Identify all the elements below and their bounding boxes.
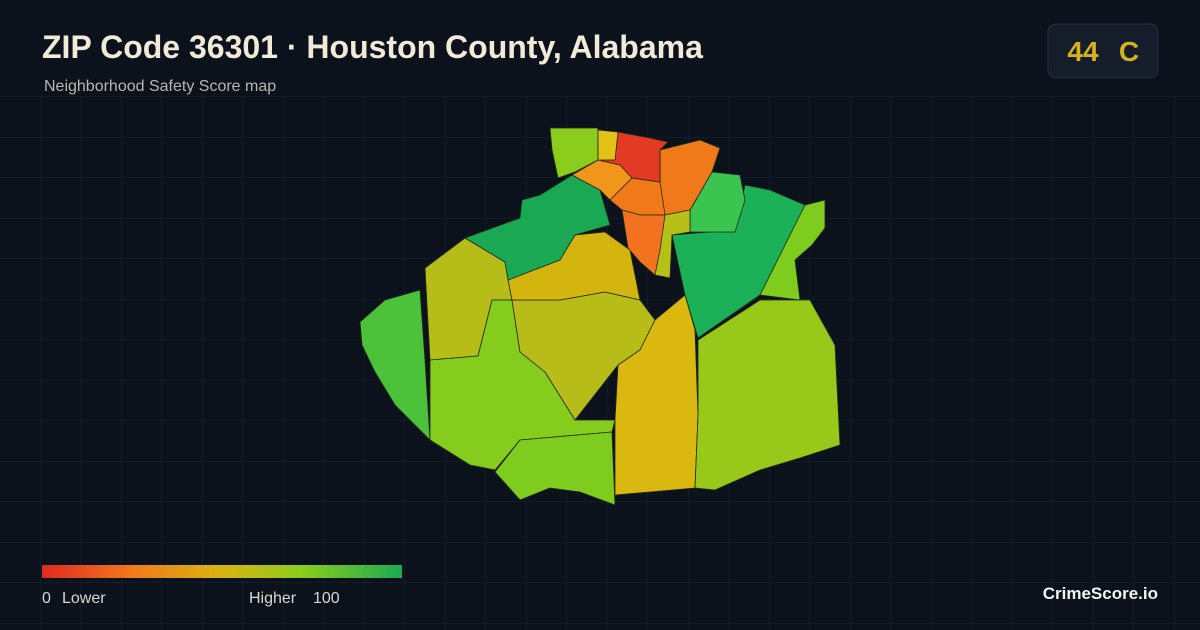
region — [659, 139, 721, 216]
legend-min-label: Lower — [62, 590, 106, 607]
region — [694, 299, 841, 491]
region — [464, 174, 611, 281]
region — [759, 199, 826, 301]
score-grade: C — [1119, 36, 1139, 67]
region — [429, 299, 616, 471]
zip-map — [359, 127, 841, 506]
region — [494, 431, 616, 506]
badge-box — [1047, 23, 1159, 79]
legend-min: 0 — [42, 590, 51, 607]
subtitle: Neighborhood Safety Score map — [44, 78, 276, 95]
legend-max-label: Higher — [249, 590, 297, 607]
legend-max: 100 — [313, 590, 340, 607]
title: ZIP Code 36301 · Houston County, Alabama — [42, 29, 703, 65]
brand: CrimeScore.io — [1043, 584, 1158, 603]
score-badge: 44 C — [1047, 23, 1159, 79]
region — [597, 129, 619, 161]
region — [654, 209, 691, 279]
score-value: 44 — [1067, 36, 1099, 67]
legend-scale — [42, 565, 402, 578]
region — [549, 127, 599, 179]
